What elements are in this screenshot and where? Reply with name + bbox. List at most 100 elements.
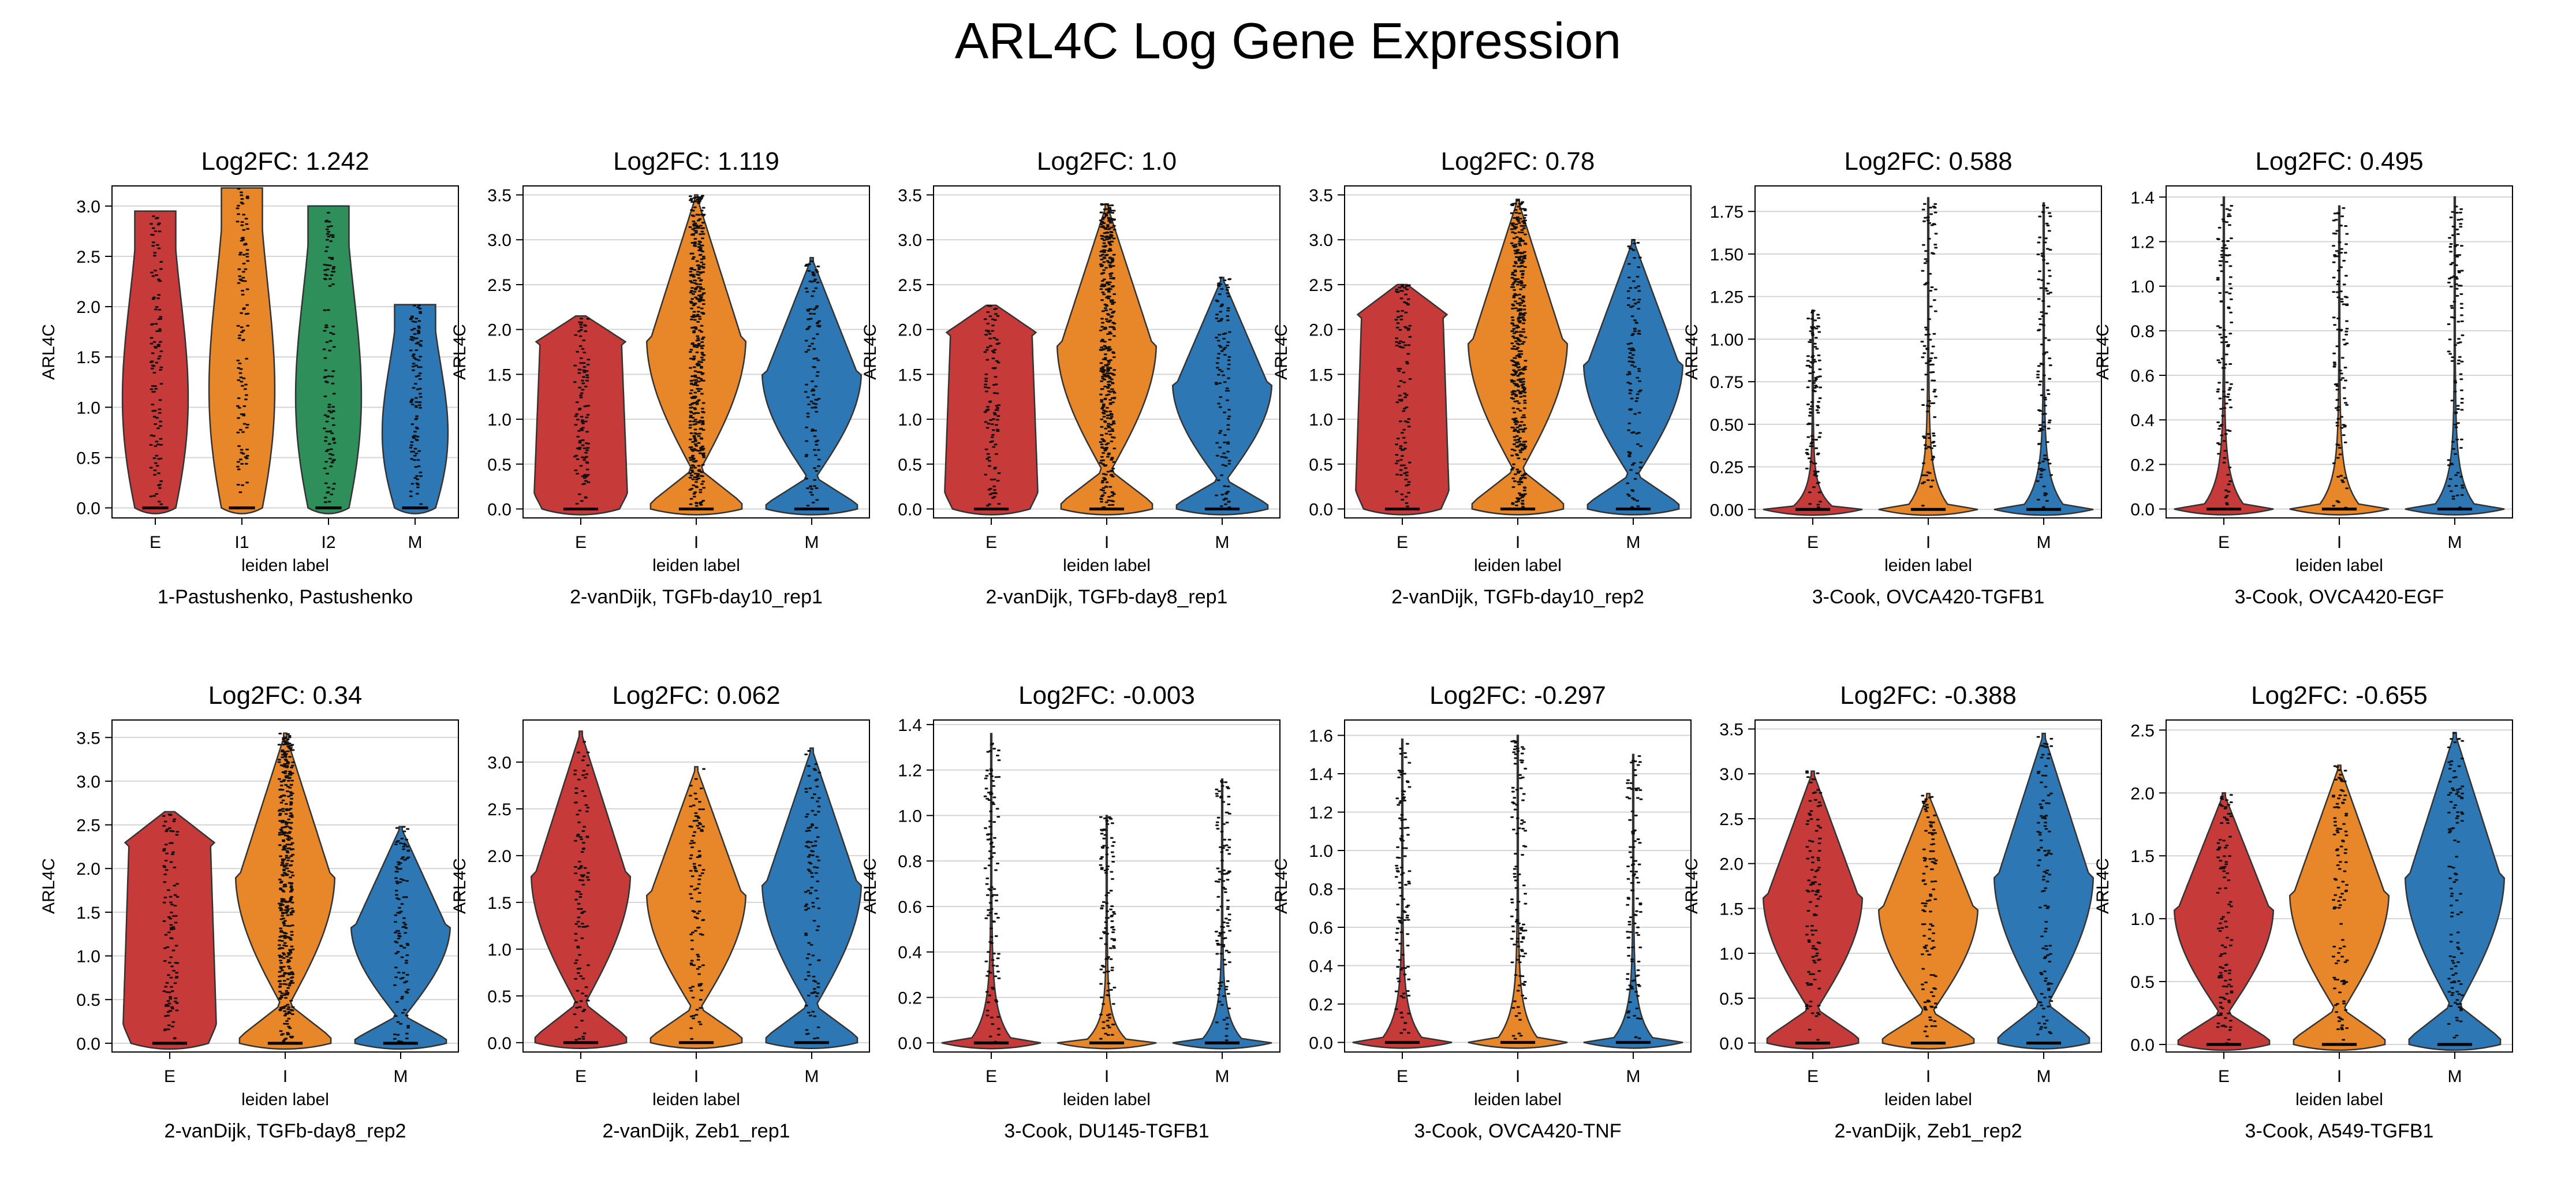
plot-frame [1754, 719, 2102, 1053]
y-tick-label: 0.6 [898, 898, 922, 917]
violin-E [533, 315, 628, 516]
violin-panel-4: Log2FC: 0.588 0.00 0.25 0.50 0.75 1.00 1.25 1.5… [1682, 147, 2102, 608]
x-tick-label: I [1104, 1067, 1109, 1086]
panel-caption: 2-vanDijk, TGFb-day10_rep2 [1391, 586, 1644, 608]
violin-E [122, 811, 217, 1050]
panel-title: Log2FC: 0.495 [2255, 147, 2423, 176]
x-tick-label: M [2448, 1067, 2462, 1086]
plot-frame [2166, 185, 2513, 518]
violin-E [1352, 738, 1453, 1049]
points-E [2216, 794, 2234, 1044]
violin-I [645, 194, 747, 516]
violin-M [1583, 753, 1683, 1049]
panel-caption: 2-vanDijk, TGFb-day10_rep1 [570, 586, 823, 608]
x-tick-label: E [575, 1067, 587, 1086]
violin-E [2173, 792, 2275, 1051]
y-tick-label: 2.5 [76, 248, 100, 267]
violin-I [645, 766, 747, 1049]
y-tick-label: 3.5 [1719, 721, 1744, 740]
x-tick-label: I [2337, 1067, 2342, 1086]
y-tick-label: 0.5 [1719, 990, 1744, 1009]
points-M [409, 304, 423, 505]
y-tick-label: 1.0 [487, 941, 512, 960]
violin-M [1171, 277, 1273, 516]
y-tick-label: 1.25 [1710, 288, 1744, 307]
y-tick-label: 0.0 [487, 1034, 512, 1053]
x-tick-label: M [2037, 533, 2051, 552]
panel-caption: 1-Pastushenko, Pastushenko [158, 586, 413, 608]
points-M [2036, 736, 2054, 1036]
x-tick-label: I2 [321, 533, 335, 552]
x-tick-label: M [805, 1067, 819, 1086]
y-tick-label: 0.0 [76, 499, 100, 518]
panel-title: Log2FC: 0.34 [208, 681, 363, 710]
violin-E [944, 304, 1039, 516]
y-tick-label: 1.5 [76, 904, 100, 923]
x-axis-label: leiden label [241, 556, 329, 575]
y-tick-label: 0.8 [1309, 880, 1333, 899]
plot-frame [2166, 719, 2513, 1053]
violin-panel-3: Log2FC: 0.78 0.0 0.5 1.0 1.5 2.0 2.5 3.0 3.5 ARL4… [1272, 147, 1692, 608]
panel-title: Log2FC: 1.242 [201, 147, 369, 176]
y-tick-label: 1.0 [76, 947, 100, 967]
x-axis-label: leiden label [652, 1090, 740, 1109]
y-tick-label: 2.0 [487, 847, 512, 866]
y-tick-label: 0.6 [2130, 367, 2155, 386]
violin-E [530, 730, 632, 1049]
violin-I [1467, 199, 1569, 516]
panel-caption: 2-vanDijk, Zeb1_rep1 [602, 1120, 790, 1142]
y-tick-label: 3.5 [487, 186, 512, 206]
y-tick-label: 0.2 [898, 988, 922, 1008]
panel-caption: 2-vanDijk, TGFb-day8_rep1 [986, 586, 1228, 608]
y-tick-label: 0.0 [1719, 1034, 1744, 1053]
y-tick-label: 2.5 [898, 276, 922, 295]
y-tick-label: 1.0 [1719, 945, 1744, 964]
violin-panel-6: Log2FC: 0.34 0.0 0.5 1.0 1.5 2.0 2.5 3.0 3.5 ARL4… [39, 681, 459, 1142]
y-axis-label: ARL4C [1682, 324, 1701, 380]
points-I [277, 733, 295, 1042]
violin-M [1582, 238, 1684, 516]
points-I [2332, 207, 2349, 509]
points-I [1099, 203, 1117, 509]
points-I [1920, 203, 1938, 507]
violin-M [2405, 196, 2505, 516]
y-tick-label: 1.4 [898, 716, 922, 735]
y-axis-label: ARL4C [450, 324, 469, 380]
panel-caption: 2-vanDijk, TGFb-day8_rep2 [165, 1120, 406, 1142]
y-tick-label: 0.0 [76, 1035, 100, 1054]
points-E [1394, 283, 1412, 508]
y-tick-label: 3.0 [487, 753, 512, 773]
points-I [1099, 816, 1117, 1040]
y-tick-label: 0.4 [1309, 957, 1333, 976]
y-tick-label: 1.5 [1719, 900, 1744, 919]
x-tick-label: I [283, 1067, 288, 1086]
panel-caption: 2-vanDijk, Zeb1_rep2 [1834, 1120, 2022, 1142]
plot-frame [522, 719, 870, 1053]
plot-frame [1754, 185, 2102, 518]
y-tick-label: 2.5 [1719, 810, 1744, 829]
y-tick-label: 3.0 [898, 231, 922, 250]
y-tick-label: 0.8 [2130, 322, 2155, 341]
points-I1 [236, 188, 250, 493]
x-tick-label: I [2337, 533, 2342, 552]
y-axis-label: ARL4C [2093, 858, 2112, 914]
y-tick-label: 1.50 [1710, 245, 1744, 264]
x-axis-label: leiden label [652, 556, 740, 575]
violin-panel-8: Log2FC: -0.003 0.0 0.2 0.4 0.6 0.8 1.0 1.2 1.4 AR… [861, 681, 1280, 1142]
plot-frame [933, 185, 1280, 518]
panel-caption: 3-Cook, OVCA420-TNF [1414, 1120, 1622, 1142]
x-tick-label: I [694, 533, 699, 552]
y-tick-label: 2.0 [1309, 321, 1333, 340]
y-tick-label: 3.5 [1309, 186, 1333, 206]
y-tick-label: 1.2 [898, 762, 922, 781]
violin-M [381, 304, 449, 514]
x-tick-label: M [2037, 1067, 2051, 1086]
violin-I1 [208, 187, 276, 514]
y-tick-label: 1.0 [1309, 411, 1333, 430]
figure-title: ARL4C Log Gene Expression [954, 12, 1622, 69]
y-tick-label: 3.0 [487, 231, 512, 250]
points-M [804, 260, 822, 507]
x-tick-label: E [985, 533, 997, 552]
points-M [2447, 732, 2465, 1039]
